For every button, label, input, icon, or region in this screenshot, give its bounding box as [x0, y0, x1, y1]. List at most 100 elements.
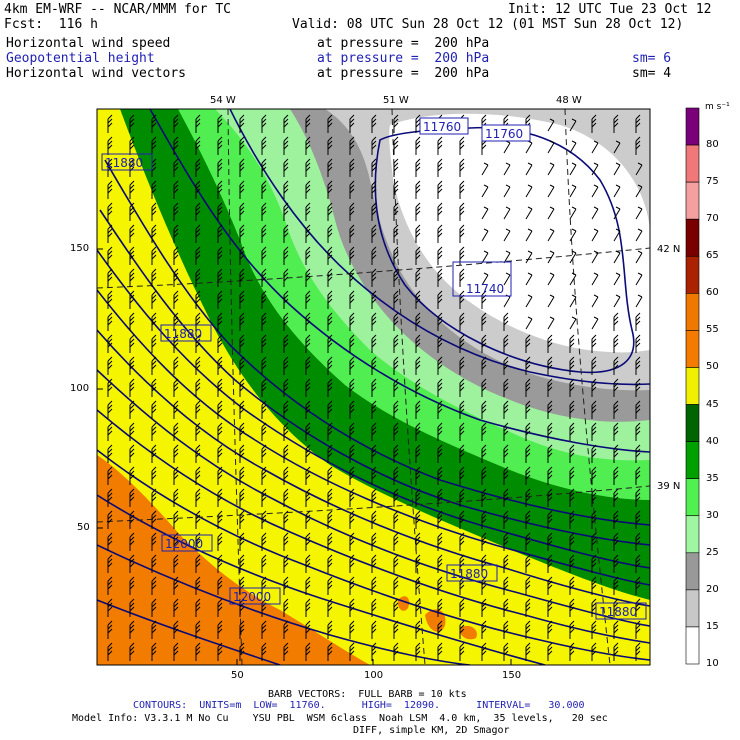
wind-barb [459, 268, 465, 287]
wind-barb [569, 272, 577, 286]
wind-barb [107, 268, 113, 287]
wind-barb [129, 400, 135, 419]
colorbar-level-label: 40 [706, 435, 719, 447]
wind-barb [261, 510, 267, 529]
wind-barb [107, 400, 113, 419]
wind-barb [437, 598, 443, 617]
wind-barb [547, 554, 553, 573]
x-tick-150: 150 [502, 670, 522, 681]
wind-barb [327, 598, 333, 617]
model-info: Model Info: V3.3.1 M No Cu YSU PBL WSM 6… [72, 713, 608, 724]
wind-barb [349, 312, 355, 331]
wind-barb [437, 312, 443, 331]
wind-barb [635, 422, 641, 441]
wind-barb [569, 444, 575, 463]
wind-barb [283, 554, 289, 573]
wind-barb [305, 334, 311, 353]
wind-barb [415, 224, 421, 243]
wind-barb [481, 378, 487, 397]
wind-barb [547, 510, 553, 529]
wind-barb [261, 554, 267, 573]
wind-barb [217, 576, 223, 595]
wind-barb [613, 250, 621, 264]
wind-barb [569, 162, 577, 176]
wind-barb [393, 180, 399, 199]
wind-barb [503, 466, 509, 485]
colorbar-swatch [685, 107, 700, 146]
wind-barb [261, 422, 267, 441]
wind-barb [173, 202, 179, 221]
wind-barb [195, 488, 201, 507]
wind-barb [613, 206, 621, 220]
wind-barb [151, 290, 157, 309]
wind-barb [217, 290, 223, 309]
wind-barb [129, 620, 135, 639]
wind-barb [371, 378, 377, 397]
wind-barb [305, 356, 311, 375]
wind-barb [239, 312, 245, 331]
wind-barb [635, 272, 643, 286]
wind-barb [305, 378, 311, 397]
wind-barb [239, 158, 245, 177]
wind-barb [327, 356, 333, 375]
wind-barb [635, 294, 643, 308]
wind-barb [349, 554, 355, 573]
wind-barb [305, 532, 311, 551]
wind-barb [283, 334, 289, 353]
wind-barb [635, 642, 641, 661]
wind-barb [481, 554, 487, 573]
wind-barb [173, 422, 179, 441]
wind-barb [613, 114, 619, 133]
wind-barb [371, 312, 377, 331]
wind-barb [569, 576, 575, 595]
wind-barb [613, 576, 619, 595]
wind-barb [503, 488, 509, 507]
colorbar-level-label: 35 [706, 472, 719, 484]
wind-barb [151, 510, 157, 529]
wind-barb [261, 642, 267, 661]
wind-barb [261, 598, 267, 617]
wind-barb [503, 162, 511, 176]
wind-barb [239, 532, 245, 551]
wind-barb [481, 206, 489, 220]
wind-barb [151, 268, 157, 287]
wind-barb [305, 224, 311, 243]
wind-barb [393, 114, 399, 133]
wind-barb [173, 158, 179, 177]
wind-barb [173, 290, 179, 309]
wind-barb [371, 334, 377, 353]
field-smoothing-wind-vectors: sm= 4 [632, 66, 672, 81]
wind-barb [327, 422, 333, 441]
wind-barb [591, 532, 597, 551]
wind-barb [503, 642, 509, 661]
field-level-wind-vectors: at pressure = 200 hPa [317, 66, 490, 81]
wind-barb [151, 114, 157, 133]
wind-barb [107, 620, 113, 639]
wind-barb [525, 488, 531, 507]
wind-barb [261, 444, 267, 463]
wind-barb [327, 444, 333, 463]
wind-barb [239, 334, 245, 353]
wind-barb [327, 642, 333, 661]
wind-barb [239, 620, 245, 639]
wind-barb [503, 510, 509, 529]
wind-barb [217, 466, 223, 485]
wind-barb [613, 510, 619, 529]
wind-barb [327, 136, 333, 155]
wind-barb [173, 510, 179, 529]
wind-barb [437, 400, 443, 419]
wind-barb [195, 444, 201, 463]
wind-barb [415, 158, 421, 177]
wind-barb [305, 642, 311, 661]
wind-barb [239, 554, 245, 573]
wind-barb [635, 312, 641, 331]
wind-barb [305, 114, 311, 133]
wind-barb [151, 180, 157, 199]
wind-barb [437, 532, 443, 551]
wind-barb [129, 378, 135, 397]
wind-barb [195, 356, 201, 375]
wind-barb [393, 312, 399, 331]
wind-barb [635, 620, 641, 639]
wind-barb [547, 642, 553, 661]
wind-barb [525, 642, 531, 661]
